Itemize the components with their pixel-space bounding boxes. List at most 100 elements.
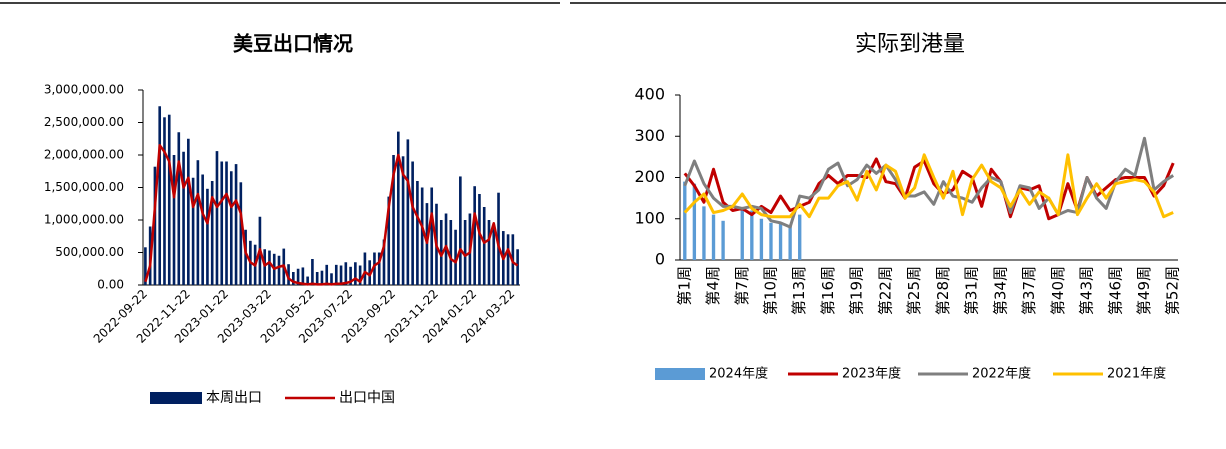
x-tick-label: 第25周: [905, 266, 923, 315]
bar: [439, 220, 443, 285]
y-tick-label: 2,000,000.00: [44, 148, 124, 162]
bar: [358, 265, 362, 285]
bar: [497, 192, 500, 285]
x-tick-label: 第28周: [934, 266, 952, 315]
bar: [692, 183, 697, 260]
x-tick-label: 第16周: [819, 266, 837, 315]
bar: [306, 276, 309, 285]
bar: [778, 222, 783, 260]
x-tick-label: 第4周: [704, 266, 722, 306]
x-tick-label: 第37周: [1020, 266, 1038, 315]
bar: [196, 160, 200, 285]
bar: [210, 181, 214, 285]
bar: [492, 226, 496, 285]
bar: [401, 156, 405, 285]
bar: [334, 264, 338, 285]
x-tick-label: 第49周: [1135, 266, 1153, 315]
bar: [373, 252, 376, 285]
bar: [416, 181, 419, 285]
legend-label: 本周出口: [206, 390, 262, 406]
y-tick-label: 200: [634, 167, 665, 186]
bar: [506, 234, 510, 285]
legend-label: 2022年度: [972, 366, 1031, 382]
bar: [420, 187, 424, 285]
bar: [392, 155, 395, 285]
x-tick-label: 第7周: [733, 266, 751, 306]
bar: [387, 196, 391, 285]
y-tick-label: 0.00: [97, 278, 124, 292]
bar: [473, 186, 476, 285]
bar: [229, 171, 233, 285]
y-tick-label: 400: [634, 85, 665, 104]
bar: [320, 270, 324, 285]
legend-label: 出口中国: [339, 390, 395, 406]
bar: [711, 214, 716, 260]
x-tick-label: 第52周: [1164, 266, 1182, 315]
bar: [292, 272, 295, 285]
bar: [430, 187, 434, 285]
y-tick-label: 2,500,000.00: [44, 115, 124, 129]
x-tick-label: 第34周: [991, 266, 1009, 315]
bar: [702, 206, 706, 260]
bar: [311, 259, 314, 285]
y-tick-label: 3,000,000.00: [44, 83, 124, 97]
bar: [330, 273, 333, 285]
bar: [344, 262, 348, 285]
legend-swatch: [150, 392, 202, 404]
bar: [377, 252, 381, 285]
legend-label: 2021年度: [1107, 366, 1166, 382]
bar: [167, 114, 171, 285]
bar: [225, 161, 228, 285]
line-series: [144, 144, 519, 286]
bar: [363, 252, 367, 285]
bar: [158, 106, 162, 285]
bar: [516, 249, 519, 285]
legend-label: 2024年度: [709, 366, 768, 382]
chart-title: 实际到港量: [855, 32, 965, 57]
bar: [683, 181, 687, 260]
bar: [234, 164, 238, 285]
bar: [191, 177, 195, 285]
bar: [144, 247, 147, 285]
bar: [788, 224, 792, 260]
bar: [478, 194, 481, 285]
bar: [406, 139, 410, 285]
x-tick-label: 第40周: [1049, 266, 1067, 315]
chart-title: 美豆出口情况: [233, 32, 353, 56]
bar: [759, 218, 764, 260]
y-tick-label: 0: [655, 250, 665, 269]
y-tick-label: 1,500,000.00: [44, 180, 124, 194]
bar: [220, 161, 224, 285]
y-tick-label: 100: [634, 208, 665, 227]
bar: [459, 176, 462, 285]
x-tick-label: 第46周: [1106, 266, 1124, 315]
bar: [798, 214, 802, 260]
bar: [201, 174, 204, 285]
legend-swatch: [655, 368, 705, 380]
bar: [325, 264, 329, 285]
bar: [482, 207, 486, 285]
bar: [296, 268, 300, 285]
x-tick-label: 第13周: [790, 266, 808, 315]
bar: [163, 117, 166, 285]
bar: [268, 250, 271, 285]
bar: [425, 203, 429, 285]
y-tick-label: 500,000.00: [55, 245, 124, 259]
bar: [263, 249, 267, 285]
bar: [740, 210, 744, 260]
bar: [750, 210, 754, 260]
y-tick-label: 300: [634, 126, 665, 145]
bar: [382, 239, 386, 285]
x-tick-label: 第1周: [675, 266, 693, 306]
bar: [301, 267, 305, 285]
bar: [239, 182, 243, 285]
bar: [172, 155, 176, 285]
bar: [339, 265, 343, 285]
y-tick-label: 1,000,000.00: [44, 213, 124, 227]
bar: [277, 255, 281, 285]
bar: [182, 151, 185, 285]
bar: [315, 272, 319, 285]
bar: [396, 131, 400, 285]
bar: [153, 166, 157, 285]
